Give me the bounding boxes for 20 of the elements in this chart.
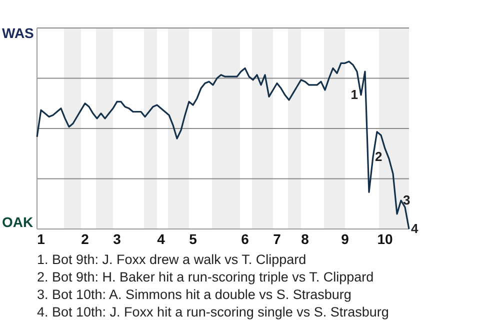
x-tick-label: 2 <box>81 231 90 247</box>
x-tick-label: 4 <box>157 231 166 247</box>
x-tick-label: 7 <box>273 231 282 247</box>
x-tick-label: 1 <box>37 231 46 247</box>
annotation: 1 <box>350 87 358 102</box>
text: 4 <box>411 221 419 236</box>
text: 4. Bot 10th: J. Foxx hit a run-scoring single vs S. Strasburg <box>37 304 389 320</box>
x-tick-label: 9 <box>341 231 350 247</box>
annotation: 2 <box>375 148 382 164</box>
annotation: 3 <box>403 192 410 208</box>
x-tick-label: 5 <box>189 231 198 247</box>
text: 2. Bot 9th: H. Baker hit a run-scoring triple vs T. Clippard <box>37 270 374 284</box>
x-tick-label: 6 <box>241 231 250 247</box>
x-tick-label: 10 <box>377 231 393 247</box>
text: OAK <box>2 214 34 230</box>
x-tick-label: 8 <box>301 231 310 247</box>
text: 3. Bot 10th: A. Simmons hit a double vs S. Strasburg <box>37 287 352 302</box>
text: WAS <box>2 25 34 41</box>
text: 1. Bot 9th: J. Foxx drew a walk vs T. Clippard <box>37 252 306 267</box>
x-tick-label: 3 <box>113 231 122 247</box>
